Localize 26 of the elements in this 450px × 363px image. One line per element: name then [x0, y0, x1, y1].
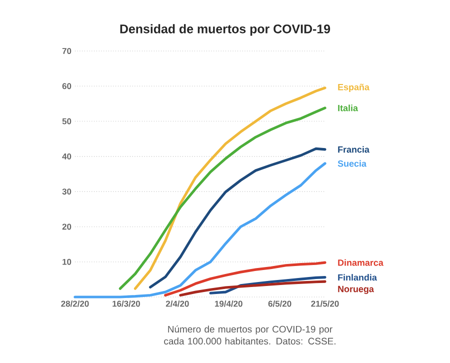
series-label: Italia: [338, 104, 358, 112]
line-series: [164, 261, 326, 297]
x-tick-label: 6/5/20: [268, 300, 292, 307]
y-tick-label: 20: [62, 224, 72, 230]
line-series: [149, 147, 326, 288]
line-series: [118, 106, 326, 290]
series-label: Finlandia: [338, 274, 377, 281]
series-label: Francia: [338, 146, 370, 153]
text: Número de muertos por COVID-19 por cada 100.000 habitantes. Datos: CSSE.: [164, 325, 336, 345]
y-tick-label: 40: [62, 153, 72, 160]
y-tick-label: 10: [62, 258, 72, 265]
line-series: [134, 86, 326, 290]
y-tick-label: 30: [62, 188, 72, 195]
y-tick-label: 70: [62, 48, 72, 54]
series-label: Noruega: [338, 286, 374, 294]
x-tick-label: 16/3/20: [112, 300, 140, 307]
y-tick-label: 50: [62, 118, 72, 124]
x-tick-label: 19/4/20: [215, 300, 242, 307]
series-label: Suecia: [338, 160, 367, 167]
y-tick-label: 60: [62, 83, 72, 90]
series-label: España: [338, 84, 370, 92]
chart-title: Densidad de muertos por COVID-19: [120, 24, 330, 36]
x-tick-label: 28/2/20: [61, 300, 89, 307]
series-label: Dinamarca: [338, 259, 384, 266]
x-tick-label: 21/5/20: [311, 300, 339, 307]
x-tick-label: 2/4/20: [166, 300, 189, 307]
